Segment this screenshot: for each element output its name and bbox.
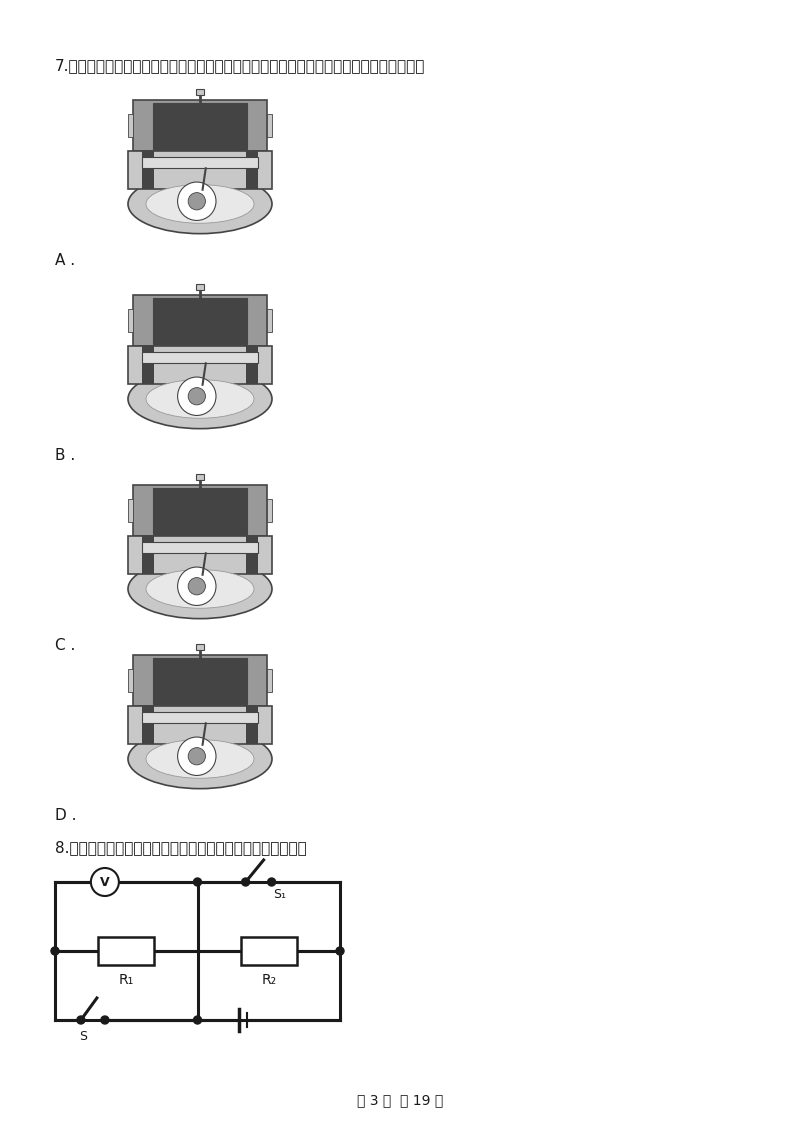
Bar (267, 669, 272, 693)
Bar (142, 157, 258, 169)
Text: B .: B . (55, 448, 75, 463)
Circle shape (194, 878, 202, 886)
Bar (267, 114, 272, 137)
Ellipse shape (128, 174, 272, 233)
Text: 第 3 页  共 19 页: 第 3 页 共 19 页 (357, 1094, 443, 1107)
Circle shape (178, 737, 216, 775)
Bar (196, 474, 204, 480)
Bar (196, 284, 204, 290)
Circle shape (194, 1017, 202, 1024)
Circle shape (178, 567, 216, 606)
Circle shape (51, 947, 59, 955)
Bar (153, 298, 247, 344)
Circle shape (91, 868, 119, 897)
Ellipse shape (128, 729, 272, 789)
Ellipse shape (146, 185, 254, 223)
Bar (267, 309, 272, 333)
Bar (153, 103, 247, 148)
Bar (120, 295, 280, 430)
Bar (128, 309, 133, 333)
Bar (128, 114, 133, 137)
Bar (246, 706, 258, 744)
Bar (120, 484, 280, 620)
Circle shape (242, 878, 250, 886)
Text: S₁: S₁ (274, 887, 286, 901)
Bar (142, 706, 154, 744)
Circle shape (188, 192, 206, 209)
Bar (153, 658, 247, 704)
Text: R₁: R₁ (118, 974, 134, 987)
Bar (246, 537, 258, 574)
Bar (241, 937, 297, 964)
Bar (142, 346, 154, 384)
Circle shape (188, 747, 206, 765)
Bar (142, 537, 154, 574)
Bar (133, 295, 267, 346)
Circle shape (336, 947, 344, 955)
Bar (142, 352, 258, 363)
Ellipse shape (146, 739, 254, 779)
Bar (142, 712, 258, 723)
Circle shape (188, 577, 206, 595)
Ellipse shape (146, 569, 254, 608)
Text: 8.（２分）在如图所示的电路中，下列说法正确的是（　　）: 8.（２分）在如图所示的电路中，下列说法正确的是（ ） (55, 840, 306, 855)
Bar (133, 100, 267, 152)
Text: A .: A . (55, 252, 75, 268)
Text: S: S (79, 1030, 87, 1043)
Circle shape (268, 878, 276, 886)
Circle shape (178, 377, 216, 415)
Bar (128, 669, 133, 693)
Text: C .: C . (55, 638, 75, 653)
Bar (120, 655, 280, 790)
Bar (128, 499, 133, 523)
Circle shape (101, 1017, 109, 1024)
Bar (153, 488, 247, 533)
Bar (128, 537, 272, 574)
Bar (128, 706, 272, 744)
Circle shape (188, 387, 206, 405)
Ellipse shape (128, 559, 272, 619)
Text: R₂: R₂ (261, 974, 276, 987)
Bar (267, 499, 272, 523)
Bar (128, 346, 272, 384)
Bar (120, 100, 280, 235)
Text: V: V (100, 875, 110, 889)
Circle shape (77, 1017, 85, 1024)
Bar (246, 152, 258, 189)
Ellipse shape (146, 379, 254, 418)
Circle shape (178, 182, 216, 221)
Bar (142, 152, 154, 189)
Bar (196, 89, 204, 95)
Text: D .: D . (55, 808, 77, 823)
Bar (142, 542, 258, 554)
Bar (98, 937, 154, 964)
Bar (128, 152, 272, 189)
Bar (133, 655, 267, 706)
Bar (196, 644, 204, 650)
Text: 7.（２分）汽油机是由四个冲程不断循环而工作的，如图所示，表示排气冲程的是（　　）: 7.（２分）汽油机是由四个冲程不断循环而工作的，如图所示，表示排气冲程的是（ ） (55, 58, 426, 72)
Ellipse shape (128, 369, 272, 429)
Bar (133, 484, 267, 537)
Bar (246, 346, 258, 384)
